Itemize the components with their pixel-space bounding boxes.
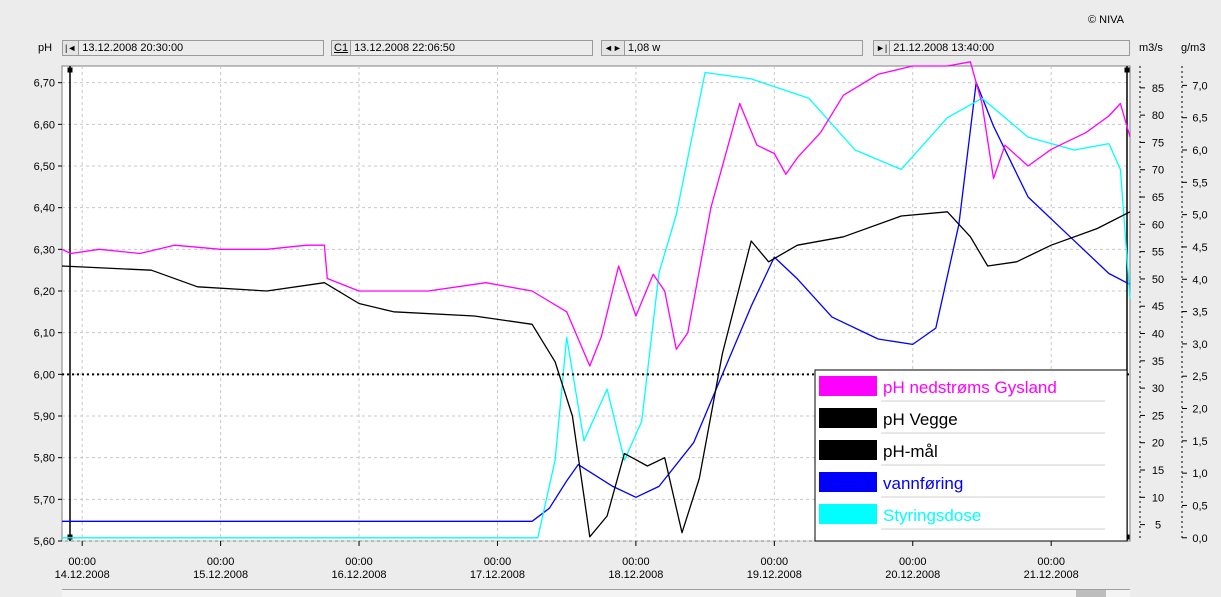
- y-right2-tick-label: 1,5: [1192, 436, 1207, 448]
- y-left-tick-label: 6,50: [34, 161, 55, 173]
- y-right2-tick-label: 6,5: [1192, 113, 1207, 125]
- y-left-tick-label: 5,70: [34, 494, 55, 506]
- legend-swatch: [819, 504, 877, 524]
- go-start-icon[interactable]: |◄: [63, 41, 80, 55]
- legend-label: Styringsdose: [883, 506, 981, 525]
- legend-label: pH nedstrøms Gysland: [883, 378, 1057, 397]
- y-right2-tick-label: 5,5: [1192, 177, 1207, 189]
- span-value: 1,08 w: [627, 42, 661, 54]
- y-left-tick-label: 6,70: [34, 78, 55, 90]
- y-right2-tick-label: 1,0: [1192, 468, 1207, 480]
- y-left-tick-label: 5,80: [34, 453, 55, 465]
- legend-swatch: [819, 408, 877, 428]
- legend-label: vannføring: [883, 474, 963, 493]
- y-right1-tick-label: 50: [1152, 274, 1164, 286]
- start-time-value: 13.12.2008 20:30:00: [82, 42, 184, 54]
- y-right2-tick-label: 3,0: [1192, 339, 1207, 351]
- y-right1-tick-label: 20: [1152, 438, 1164, 450]
- y-right1-tick-label: 5: [1155, 520, 1161, 532]
- chart-legend: pH nedstrøms Gysland pH Vegge pH-mål vannf…: [814, 369, 1128, 542]
- y-right2-tick-label: 7,0: [1192, 80, 1207, 92]
- y-right1-tick-label: 40: [1152, 329, 1164, 341]
- y-right1-tick-label: 25: [1152, 410, 1164, 422]
- cursor-marker: [1124, 67, 1130, 73]
- y-right1-tick-label: 80: [1152, 110, 1164, 122]
- y-right1-tick-label: 55: [1152, 247, 1164, 259]
- y-right1-tick-label: 10: [1152, 492, 1164, 504]
- y-right1-tick-label: 60: [1152, 219, 1164, 231]
- scrollbar-thumb[interactable]: [1076, 590, 1106, 597]
- cursor-marker: [67, 534, 73, 540]
- right-axis2-unit: g/m3: [1181, 42, 1206, 54]
- x-tick-date-label: 16.12.2008: [332, 569, 387, 581]
- y-right2-tick-label: 0,5: [1192, 500, 1207, 512]
- y-left-tick-label: 6,40: [34, 203, 55, 215]
- y-left-tick-label: 6,10: [34, 328, 55, 340]
- x-tick-date-label: 20.12.2008: [885, 569, 940, 581]
- x-tick-time-label: 00:00: [345, 556, 373, 568]
- legend-swatch: [819, 472, 877, 492]
- y-right2-tick-label: 2,0: [1192, 404, 1207, 416]
- legend-label: pH Vegge: [883, 410, 958, 429]
- y-right2-tick-label: 5,0: [1192, 210, 1207, 222]
- span-field[interactable]: ◄► 1,08 w: [601, 40, 863, 56]
- legend-swatch: [819, 376, 877, 396]
- x-tick-date-label: 21.12.2008: [1024, 569, 1079, 581]
- x-tick-time-label: 00:00: [622, 556, 650, 568]
- y-left-tick-label: 6,60: [34, 119, 55, 131]
- y-right1-tick-label: 45: [1152, 301, 1164, 313]
- start-time-field[interactable]: |◄ 13.12.2008 20:30:00: [62, 40, 324, 56]
- y-right2-tick-label: 0,0: [1192, 533, 1207, 545]
- right-axis1-unit: m3/s: [1139, 42, 1163, 54]
- x-tick-date-label: 14.12.2008: [55, 569, 110, 581]
- go-end-icon[interactable]: ►|: [874, 41, 891, 55]
- y-left-tick-label: 6,30: [34, 244, 55, 256]
- y-right1-tick-label: 35: [1152, 356, 1164, 368]
- y-right2-tick-label: 3,5: [1192, 307, 1207, 319]
- y-right2-tick-label: 2,5: [1192, 371, 1207, 383]
- x-tick-time-label: 00:00: [484, 556, 512, 568]
- left-axis-unit: pH: [38, 42, 53, 54]
- series-line-styringsdose: [62, 71, 1131, 539]
- span-arrows-icon[interactable]: ◄►: [602, 41, 625, 55]
- series-line-ph_vegge: [61, 211, 1131, 538]
- cursor-c1-button[interactable]: C1: [332, 41, 352, 55]
- x-tick-time-label: 00:00: [68, 556, 96, 568]
- end-time-field[interactable]: ►| 21.12.2008 13:40:00: [873, 40, 1130, 56]
- y-right1-tick-label: 70: [1152, 165, 1164, 177]
- y-right2-tick-label: 4,0: [1192, 274, 1207, 286]
- x-tick-time-label: 00:00: [1037, 556, 1065, 568]
- y-right1-tick-label: 30: [1152, 383, 1164, 395]
- y-right2-tick-label: 4,5: [1192, 242, 1207, 254]
- y-left-tick-label: 5,60: [34, 536, 55, 548]
- series-line-ph_gysland: [61, 61, 1131, 367]
- cursor-marker: [67, 67, 73, 73]
- y-right1-tick-label: 85: [1152, 83, 1164, 95]
- legend-label: pH-mål: [883, 442, 938, 461]
- cursor-time-value: 13.12.2008 22:06:50: [354, 42, 455, 54]
- y-left-tick-label: 6,20: [34, 286, 55, 298]
- y-left-tick-label: 6,00: [34, 369, 55, 381]
- y-left-tick-label: 5,90: [34, 411, 55, 423]
- y-right1-tick-label: 75: [1152, 137, 1164, 149]
- cursor-time-field[interactable]: C1 13.12.2008 22:06:50: [331, 40, 593, 56]
- horizontal-scrollbar[interactable]: [62, 589, 1130, 597]
- copyright-label: © NIVA: [1088, 14, 1125, 26]
- y-right2-tick-label: 6,0: [1192, 145, 1207, 157]
- x-tick-date-label: 17.12.2008: [470, 569, 525, 581]
- x-tick-date-label: 18.12.2008: [608, 569, 663, 581]
- x-tick-date-label: 19.12.2008: [747, 569, 802, 581]
- x-tick-date-label: 15.12.2008: [193, 569, 248, 581]
- y-right1-tick-label: 15: [1152, 465, 1164, 477]
- end-time-value: 21.12.2008 13:40:00: [893, 42, 995, 54]
- legend-swatch: [819, 440, 877, 460]
- series-line-vannforing: [62, 81, 1131, 522]
- x-tick-time-label: 00:00: [761, 556, 789, 568]
- y-right1-tick-label: 65: [1152, 192, 1164, 204]
- x-tick-time-label: 00:00: [207, 556, 235, 568]
- x-tick-time-label: 00:00: [899, 556, 927, 568]
